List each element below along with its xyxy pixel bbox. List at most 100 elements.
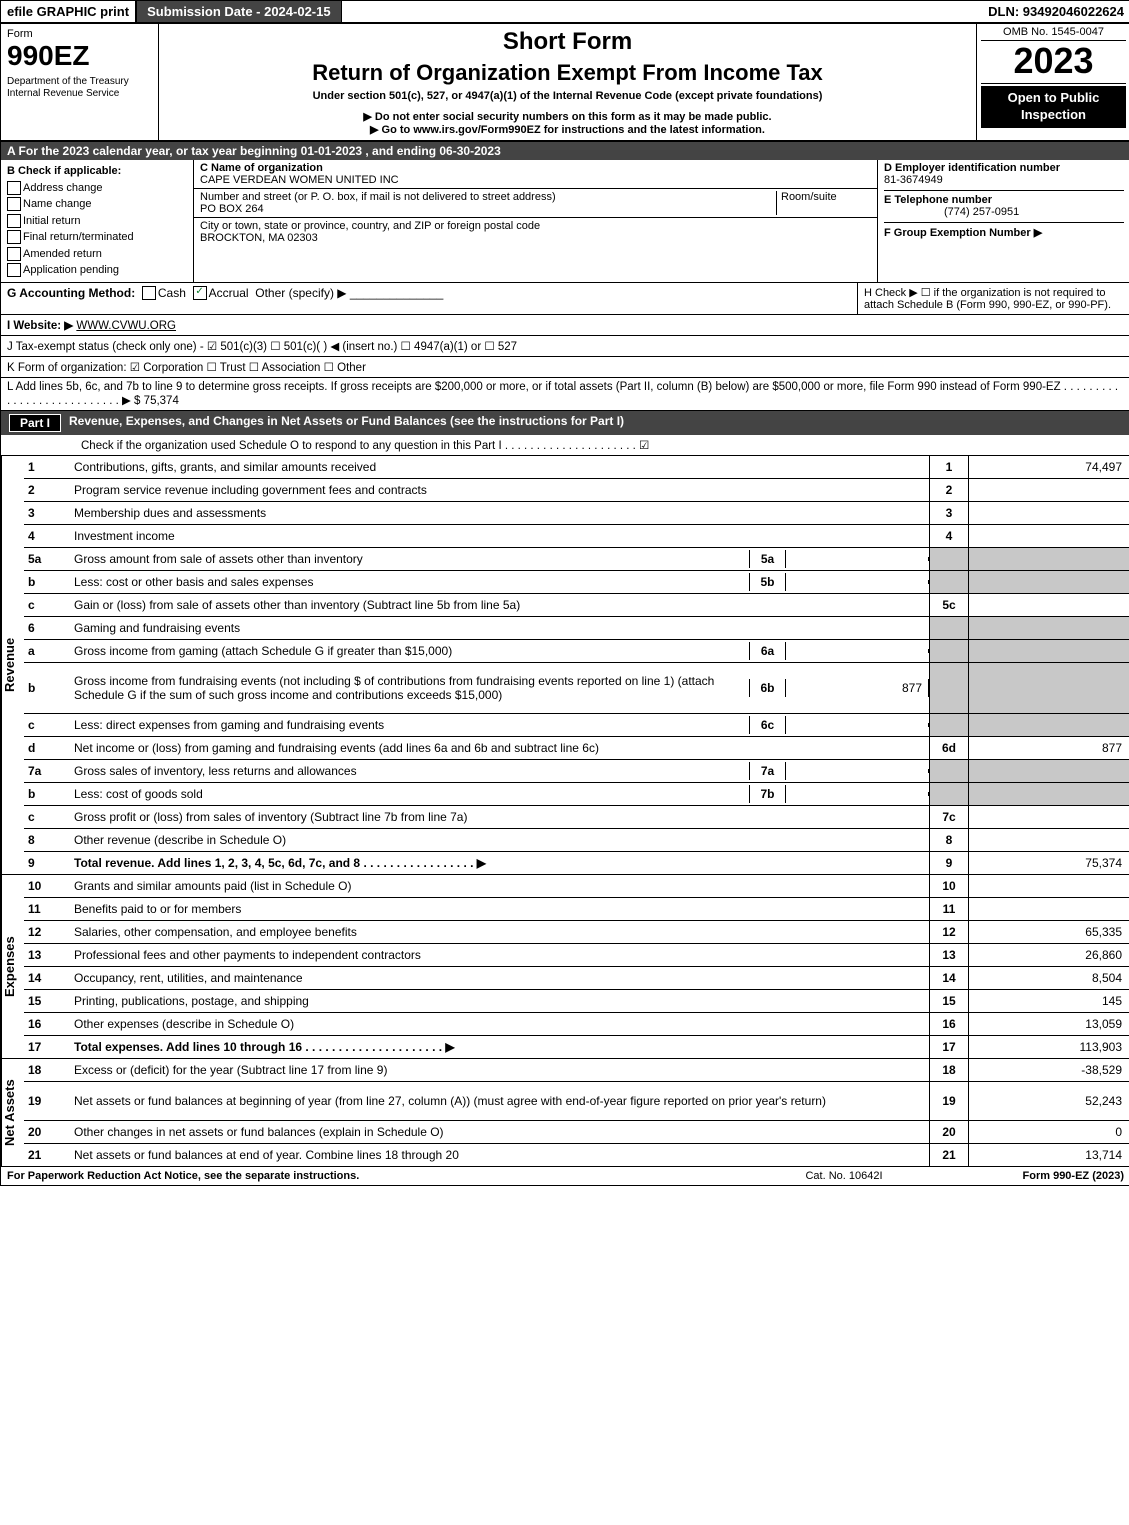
- line-7c-val: [968, 806, 1129, 828]
- line-19-val: 52,243: [968, 1082, 1129, 1120]
- line-4: Investment income: [70, 527, 929, 545]
- section-bcd: B Check if applicable: Address change Na…: [1, 160, 1129, 283]
- line-9-val: 75,374: [968, 852, 1129, 874]
- part1-tag: Part I: [9, 414, 61, 432]
- line-7a: Gross sales of inventory, less returns a…: [70, 762, 749, 780]
- line-7a-val: [786, 769, 929, 773]
- ein-label: D Employer identification number: [884, 162, 1060, 174]
- line-13-val: 26,860: [968, 944, 1129, 966]
- row-k: K Form of organization: ☑ Corporation ☐ …: [1, 357, 1129, 378]
- col-c-address: C Name of organization CAPE VERDEAN WOME…: [194, 160, 878, 282]
- line-6c-val: [786, 723, 929, 727]
- line-6b: Gross income from fundraising events (no…: [70, 672, 749, 704]
- line-19: Net assets or fund balances at beginning…: [70, 1092, 929, 1110]
- cat-no: Cat. No. 10642I: [744, 1170, 944, 1182]
- line-6d: Net income or (loss) from gaming and fun…: [70, 739, 929, 757]
- form-number: 990EZ: [7, 40, 152, 72]
- note-link[interactable]: ▶ Go to www.irs.gov/Form990EZ for instru…: [165, 123, 970, 136]
- check-application-pending[interactable]: [7, 263, 21, 277]
- open-to-public: Open to Public Inspection: [981, 86, 1126, 128]
- line-15: Printing, publications, postage, and shi…: [70, 992, 929, 1010]
- line-21-val: 13,714: [968, 1144, 1129, 1166]
- row-h: H Check ▶ ☐ if the organization is not r…: [858, 283, 1129, 314]
- b-label: B Check if applicable:: [7, 165, 121, 177]
- part1-note: Check if the organization used Schedule …: [1, 435, 1129, 456]
- header-right: OMB No. 1545-0047 2023 Open to Public In…: [977, 24, 1129, 140]
- page-footer: For Paperwork Reduction Act Notice, see …: [1, 1167, 1129, 1185]
- city: BROCKTON, MA 02303: [200, 232, 318, 244]
- line-7b-val: [786, 792, 929, 796]
- check-amended-return[interactable]: [7, 247, 21, 261]
- line-11-val: [968, 898, 1129, 920]
- check-cash[interactable]: [142, 286, 156, 300]
- col-d-ein: D Employer identification number 81-3674…: [878, 160, 1129, 282]
- header-center: Short Form Return of Organization Exempt…: [159, 24, 977, 140]
- row-gh: G Accounting Method: Cash Accrual Other …: [1, 283, 1129, 315]
- org-name: CAPE VERDEAN WOMEN UNITED INC: [200, 174, 399, 186]
- row-j: J Tax-exempt status (check only one) - ☑…: [1, 336, 1129, 357]
- line-16: Other expenses (describe in Schedule O): [70, 1015, 929, 1033]
- line-2: Program service revenue including govern…: [70, 481, 929, 499]
- form-990ez-page: efile GRAPHIC print Submission Date - 20…: [0, 0, 1129, 1186]
- line-9: Total revenue. Add lines 1, 2, 3, 4, 5c,…: [70, 854, 929, 872]
- line-6d-val: 877: [968, 737, 1129, 759]
- check-final-return[interactable]: [7, 230, 21, 244]
- row-a-tax-year: A For the 2023 calendar year, or tax yea…: [1, 142, 1129, 160]
- department: Department of the Treasury Internal Reve…: [7, 76, 152, 100]
- ein: 81-3674949: [884, 174, 943, 186]
- line-14-val: 8,504: [968, 967, 1129, 989]
- line-7b: Less: cost of goods sold: [70, 785, 749, 803]
- check-address-change[interactable]: [7, 181, 21, 195]
- line-14: Occupancy, rent, utilities, and maintena…: [70, 969, 929, 987]
- line-2-val: [968, 479, 1129, 501]
- row-i: I Website: ▶ WWW.CVWU.ORG: [1, 315, 1129, 336]
- line-12: Salaries, other compensation, and employ…: [70, 923, 929, 941]
- line-6a: Gross income from gaming (attach Schedul…: [70, 642, 749, 660]
- street: PO BOX 264: [200, 203, 264, 215]
- line-10-val: [968, 875, 1129, 897]
- form-revision: Form 990-EZ (2023): [944, 1170, 1124, 1182]
- row-g: G Accounting Method: Cash Accrual Other …: [1, 283, 858, 314]
- line-5a-val: [786, 557, 929, 561]
- efile-print[interactable]: efile GRAPHIC print: [1, 1, 137, 22]
- revenue-block: Revenue 1Contributions, gifts, grants, a…: [1, 456, 1129, 875]
- line-13: Professional fees and other payments to …: [70, 946, 929, 964]
- line-6b-val: 877: [786, 679, 929, 697]
- room-suite-label: Room/suite: [776, 191, 871, 215]
- line-15-val: 145: [968, 990, 1129, 1012]
- form-header: Form 990EZ Department of the Treasury In…: [1, 24, 1129, 142]
- check-accrual[interactable]: [193, 286, 207, 300]
- submission-date: Submission Date - 2024-02-15: [137, 1, 342, 22]
- header-left: Form 990EZ Department of the Treasury In…: [1, 24, 159, 140]
- line-8: Other revenue (describe in Schedule O): [70, 831, 929, 849]
- row-l: L Add lines 5b, 6c, and 7b to line 9 to …: [1, 378, 1129, 411]
- c-name-label: C Name of organization: [200, 162, 323, 174]
- check-name-change[interactable]: [7, 197, 21, 211]
- part1-title: Revenue, Expenses, and Changes in Net As…: [69, 414, 624, 432]
- line-17: Total expenses. Add lines 10 through 16 …: [70, 1038, 929, 1056]
- form-label: Form: [7, 28, 152, 40]
- line-5b-val: [786, 580, 929, 584]
- check-initial-return[interactable]: [7, 214, 21, 228]
- omb-number: OMB No. 1545-0047: [981, 26, 1126, 41]
- line-20: Other changes in net assets or fund bala…: [70, 1123, 929, 1141]
- line-16-val: 13,059: [968, 1013, 1129, 1035]
- line-1-val: 74,497: [968, 456, 1129, 478]
- top-bar: efile GRAPHIC print Submission Date - 20…: [1, 1, 1129, 24]
- line-6a-val: [786, 649, 929, 653]
- line-18-val: -38,529: [968, 1059, 1129, 1081]
- line-1: Contributions, gifts, grants, and simila…: [70, 458, 929, 476]
- city-label: City or town, state or province, country…: [200, 220, 540, 232]
- expenses-label: Expenses: [1, 875, 24, 1058]
- expenses-block: Expenses 10Grants and similar amounts pa…: [1, 875, 1129, 1059]
- line-5c-val: [968, 594, 1129, 616]
- line-6c: Less: direct expenses from gaming and fu…: [70, 716, 749, 734]
- line-8-val: [968, 829, 1129, 851]
- line-11: Benefits paid to or for members: [70, 900, 929, 918]
- dln: DLN: 93492046022624: [982, 1, 1129, 22]
- part1-header: Part I Revenue, Expenses, and Changes in…: [1, 411, 1129, 435]
- line-18: Excess or (deficit) for the year (Subtra…: [70, 1061, 929, 1079]
- website[interactable]: WWW.CVWU.ORG: [76, 320, 176, 332]
- line-7c: Gross profit or (loss) from sales of inv…: [70, 808, 929, 826]
- revenue-label: Revenue: [1, 456, 24, 874]
